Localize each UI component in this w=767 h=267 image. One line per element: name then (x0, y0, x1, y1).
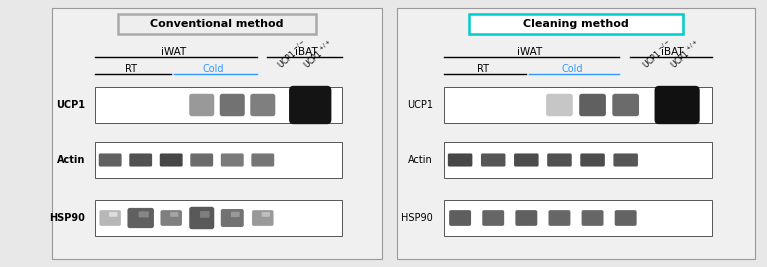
Bar (118, 14, 316, 34)
FancyBboxPatch shape (189, 94, 214, 116)
Text: Actin: Actin (408, 155, 433, 165)
Bar (469, 14, 683, 34)
FancyBboxPatch shape (190, 154, 213, 167)
Text: iWAT: iWAT (162, 47, 186, 57)
Text: iBAT: iBAT (295, 47, 318, 57)
FancyBboxPatch shape (514, 154, 538, 167)
FancyBboxPatch shape (170, 212, 179, 217)
FancyBboxPatch shape (614, 154, 638, 167)
Text: iBAT: iBAT (661, 47, 684, 57)
FancyBboxPatch shape (100, 210, 121, 226)
FancyBboxPatch shape (130, 154, 152, 167)
Bar (443, 142, 712, 178)
Bar (52, 8, 382, 259)
FancyBboxPatch shape (160, 154, 183, 167)
FancyBboxPatch shape (127, 208, 154, 228)
FancyBboxPatch shape (612, 94, 639, 116)
FancyBboxPatch shape (160, 210, 182, 226)
FancyBboxPatch shape (109, 212, 117, 217)
Text: iWAT: iWAT (517, 47, 542, 57)
FancyBboxPatch shape (581, 154, 605, 167)
FancyBboxPatch shape (99, 154, 122, 167)
FancyBboxPatch shape (547, 154, 571, 167)
Text: UCP1 $^{+/+}$: UCP1 $^{+/+}$ (301, 38, 336, 71)
Text: UCP1 $^{+/+}$: UCP1 $^{+/+}$ (668, 38, 703, 71)
FancyBboxPatch shape (481, 154, 505, 167)
Text: Cold: Cold (203, 64, 225, 74)
FancyBboxPatch shape (262, 212, 270, 217)
FancyBboxPatch shape (482, 210, 504, 226)
Bar (443, 87, 712, 123)
Text: UCP1 $^{-/-}$: UCP1 $^{-/-}$ (275, 38, 310, 71)
Bar (95, 142, 342, 178)
Bar (95, 87, 342, 123)
FancyBboxPatch shape (449, 210, 471, 226)
Text: UCP1: UCP1 (407, 100, 433, 110)
Bar (443, 200, 712, 236)
FancyBboxPatch shape (546, 94, 573, 116)
Text: RT: RT (477, 64, 489, 74)
FancyBboxPatch shape (220, 94, 245, 116)
FancyBboxPatch shape (221, 209, 244, 227)
FancyBboxPatch shape (139, 211, 149, 217)
FancyBboxPatch shape (189, 207, 214, 229)
Text: HSP90: HSP90 (49, 213, 85, 223)
FancyBboxPatch shape (654, 86, 700, 124)
Text: Actin: Actin (57, 155, 85, 165)
FancyBboxPatch shape (614, 210, 637, 226)
Bar (397, 8, 755, 259)
FancyBboxPatch shape (250, 94, 275, 116)
Text: HSP90: HSP90 (401, 213, 433, 223)
Bar (95, 200, 342, 236)
FancyBboxPatch shape (579, 94, 606, 116)
FancyBboxPatch shape (515, 210, 538, 226)
FancyBboxPatch shape (221, 154, 244, 167)
FancyBboxPatch shape (581, 210, 604, 226)
FancyBboxPatch shape (289, 86, 331, 124)
Text: UCP1 $^{-/-}$: UCP1 $^{-/-}$ (640, 38, 674, 71)
FancyBboxPatch shape (548, 210, 571, 226)
FancyBboxPatch shape (200, 211, 209, 218)
Text: Cleaning method: Cleaning method (523, 19, 629, 29)
Text: Conventional method: Conventional method (150, 19, 284, 29)
FancyBboxPatch shape (231, 212, 240, 217)
Text: UCP1: UCP1 (56, 100, 85, 110)
FancyBboxPatch shape (252, 210, 274, 226)
FancyBboxPatch shape (448, 154, 472, 167)
FancyBboxPatch shape (252, 154, 275, 167)
Text: Cold: Cold (561, 64, 583, 74)
Text: RT: RT (125, 64, 137, 74)
